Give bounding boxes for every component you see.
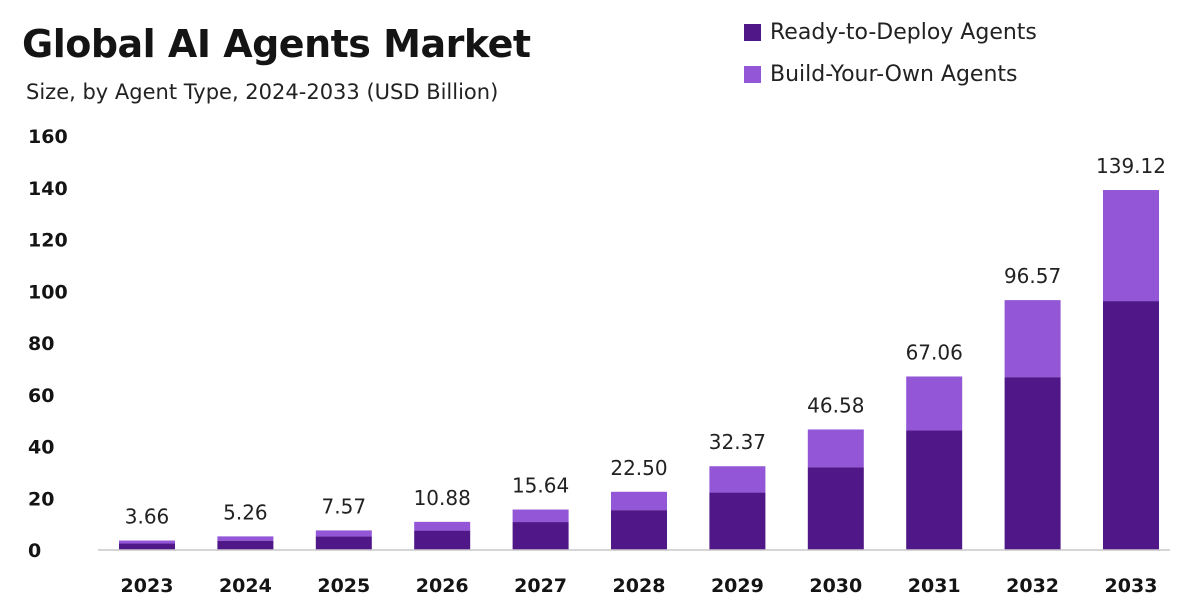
legend-label-ready-to-deploy: Ready-to-Deploy Agents	[770, 19, 1037, 45]
bar-segment-build-your-own	[1103, 190, 1159, 302]
bar-segment-build-your-own	[1004, 300, 1061, 378]
bar-segment-build-your-own	[709, 466, 766, 493]
bar-segment-build-your-own	[315, 530, 372, 537]
x-tick-label: 2027	[514, 575, 567, 597]
x-tick-label: 2023	[121, 575, 174, 597]
y-tick-label: 20	[28, 488, 54, 510]
bar-segment-build-your-own	[807, 429, 864, 468]
bar-segment-build-your-own	[119, 540, 175, 544]
bar-segment-build-your-own	[217, 536, 274, 541]
bar-segment-ready-to-deploy	[807, 467, 864, 550]
legend-item-ready-to-deploy: Ready-to-Deploy Agents	[744, 16, 1037, 48]
legend-swatch-ready-to-deploy	[744, 23, 761, 41]
bar-total-label: 5.26	[223, 500, 268, 524]
bar-total-label: 67.06	[906, 340, 963, 364]
x-tick-label: 2028	[613, 575, 666, 597]
bar-segment-ready-to-deploy	[611, 510, 667, 550]
legend-item-build-your-own: Build-Your-Own Agents	[744, 58, 1037, 90]
x-tick-label: 2029	[711, 575, 764, 597]
bar-total-label: 139.12	[1096, 154, 1166, 178]
chart-legend: Ready-to-Deploy Agents Build-Your-Own Ag…	[744, 16, 1037, 100]
bar-segment-build-your-own	[414, 521, 471, 531]
bar-segment-ready-to-deploy	[1004, 377, 1061, 550]
bar-segment-ready-to-deploy	[906, 430, 963, 550]
y-tick-label: 120	[28, 230, 68, 252]
bar-total-label: 96.57	[1004, 264, 1061, 288]
bar-segment-ready-to-deploy	[512, 522, 569, 550]
bar-segment-ready-to-deploy	[217, 540, 274, 550]
chart-title: Global AI Agents Market	[22, 22, 531, 66]
x-tick-label: 2032	[1006, 575, 1059, 597]
bar-segment-ready-to-deploy	[709, 492, 766, 550]
bar-total-label: 10.88	[414, 486, 471, 510]
bar-total-label: 7.57	[322, 494, 367, 518]
chart-subtitle: Size, by Agent Type, 2024-2033 (USD Bill…	[26, 80, 499, 104]
x-tick-label: 2025	[317, 575, 370, 597]
bar-total-label: 3.66	[125, 505, 170, 529]
y-tick-label: 140	[28, 178, 68, 200]
x-tick-label: 2024	[219, 575, 272, 597]
bar-segment-ready-to-deploy	[119, 543, 175, 550]
bar-segment-ready-to-deploy	[1103, 301, 1159, 550]
x-tick-label: 2026	[416, 575, 469, 597]
y-tick-label: 100	[28, 281, 68, 303]
bar-total-label: 15.64	[512, 474, 569, 498]
bar-segment-ready-to-deploy	[414, 530, 471, 550]
y-tick-label: 80	[28, 333, 54, 355]
bar-segment-build-your-own	[906, 376, 963, 431]
bar-total-label: 32.37	[709, 430, 766, 454]
y-tick-label: 40	[28, 437, 54, 459]
bar-segment-build-your-own	[611, 491, 667, 511]
x-tick-label: 2031	[908, 575, 961, 597]
x-tick-label: 2033	[1105, 575, 1158, 597]
bar-segment-build-your-own	[512, 509, 569, 523]
legend-label-build-your-own: Build-Your-Own Agents	[770, 61, 1018, 87]
bar-total-label: 22.50	[610, 456, 667, 480]
legend-swatch-build-your-own	[744, 65, 761, 83]
y-tick-label: 60	[28, 385, 54, 407]
y-tick-label: 160	[28, 126, 68, 148]
x-tick-label: 2030	[809, 575, 862, 597]
bar-total-label: 46.58	[807, 393, 864, 417]
bar-segment-ready-to-deploy	[315, 536, 372, 550]
y-tick-label: 0	[28, 540, 41, 562]
